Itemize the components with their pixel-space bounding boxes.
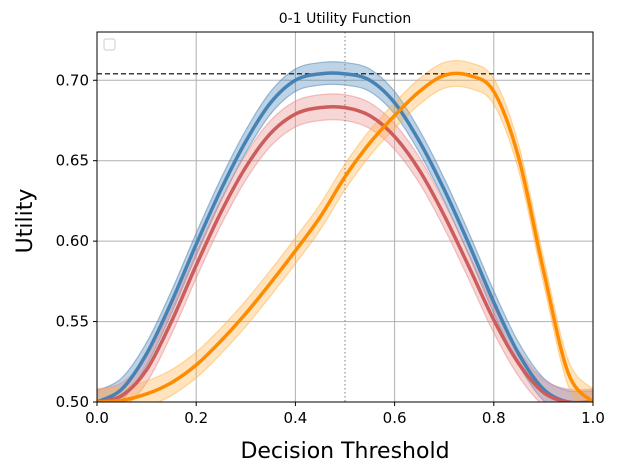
series-lines xyxy=(97,71,593,402)
x-tick-label-2: 0.4 xyxy=(283,409,307,427)
x-tick-label-1: 0.2 xyxy=(184,409,208,427)
x-axis-label: Decision Threshold xyxy=(240,439,449,464)
plot-frame xyxy=(96,31,594,403)
y-tick-label-1: 0.55 xyxy=(56,313,89,331)
x-tick-label-5: 1.0 xyxy=(581,409,605,427)
y-tick-label-3: 0.65 xyxy=(56,152,89,170)
series-band-2 xyxy=(97,59,593,402)
series-band-0 xyxy=(97,61,593,402)
y-axis-label: Utility xyxy=(13,189,38,254)
axis-ticks: 0.0 0.2 0.4 0.6 0.8 1.0 0.50 0.55 0.60 0.65 0.70 xyxy=(56,71,605,427)
series-line-0 xyxy=(97,71,593,402)
y-tick-label-4: 0.70 xyxy=(56,71,89,89)
x-tick-label-4: 0.8 xyxy=(482,409,506,427)
y-tick-label-2: 0.60 xyxy=(56,232,89,250)
series-band-1 xyxy=(97,93,593,402)
x-tick-label-3: 0.6 xyxy=(383,409,407,427)
series-line-1 xyxy=(97,104,593,402)
legend-box xyxy=(103,38,116,51)
y-tick-label-0: 0.50 xyxy=(56,393,89,411)
x-tick-label-0: 0.0 xyxy=(85,409,109,427)
series-line-2 xyxy=(97,71,593,402)
legend xyxy=(103,38,116,51)
chart-title: 0-1 Utility Function xyxy=(279,11,412,27)
